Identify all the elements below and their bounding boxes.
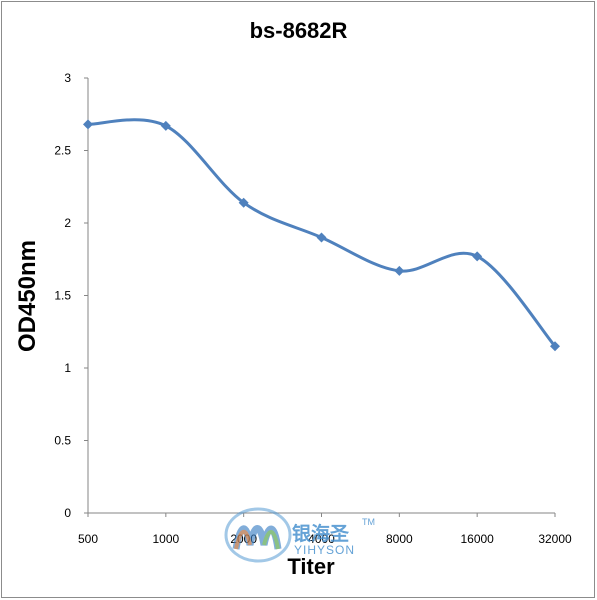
y-tick-labels: 0 0.5 1 1.5 2 2.5 3	[54, 71, 71, 520]
x-tick-label: 32000	[538, 532, 572, 546]
y-tick-label: 2	[64, 216, 71, 230]
x-tick-label: 16000	[460, 532, 494, 546]
y-tick-label: 2.5	[54, 144, 71, 158]
x-axis-label: Titer	[287, 554, 335, 579]
watermark-logo: 银海圣 TM YIHYSON	[222, 505, 382, 565]
data-point-32000	[550, 341, 560, 352]
watermark-name-en: YIHYSON	[294, 543, 356, 557]
y-tick-label: 1	[64, 361, 71, 375]
x-tick-label: 4000	[308, 532, 335, 546]
watermark-tm: TM	[362, 517, 375, 527]
y-tick-label: 0.5	[54, 434, 71, 448]
data-point-500	[83, 119, 93, 130]
y-tick-label: 1.5	[54, 289, 71, 303]
y-tick-label: 3	[64, 71, 71, 85]
axes	[84, 77, 556, 517]
data-point-4000	[316, 232, 327, 243]
chart-title: bs-8682R	[249, 18, 348, 43]
watermark-name-cn: 银海圣	[292, 523, 350, 545]
logo-mark-icon	[224, 507, 292, 563]
data-point-16000	[472, 251, 483, 262]
x-tick-label: 500	[78, 532, 98, 546]
series-markers	[83, 119, 560, 352]
data-point-2000	[238, 197, 249, 208]
x-tick-label: 8000	[386, 532, 413, 546]
x-tick-label: 1000	[152, 532, 179, 546]
y-tick-label: 0	[64, 506, 71, 520]
data-point-1000	[160, 120, 171, 131]
data-point-8000	[394, 265, 405, 276]
